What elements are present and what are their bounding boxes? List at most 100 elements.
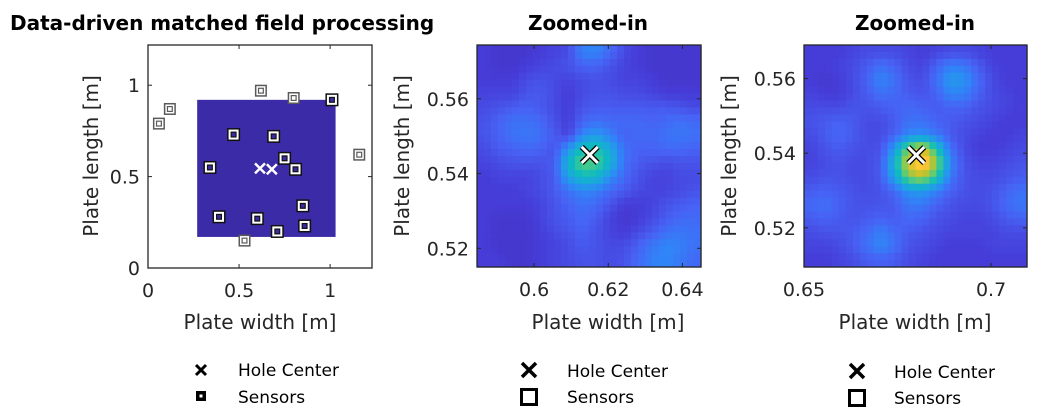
heatmap-cell xyxy=(908,142,917,150)
heatmap-cell xyxy=(894,114,903,122)
heatmap-cell xyxy=(824,93,833,102)
heatmap-cell xyxy=(568,183,576,192)
heatmap-cell xyxy=(666,128,674,136)
heatmap-cell xyxy=(908,260,917,268)
heatmap-cell xyxy=(985,246,993,254)
heatmap-cell xyxy=(547,45,555,53)
heatmap-cell xyxy=(985,190,993,199)
heatmap-cell xyxy=(880,169,889,178)
heatmap-cell xyxy=(680,86,688,95)
heatmap-cell xyxy=(894,253,903,261)
heatmap-cell xyxy=(1013,79,1021,88)
heatmap-cell xyxy=(631,218,639,226)
heatmap-cell xyxy=(817,211,826,220)
heatmap-cell xyxy=(680,190,688,199)
heatmap-cell xyxy=(964,156,972,164)
heatmap-cell xyxy=(943,190,951,199)
legend-label: Sensors xyxy=(894,389,961,409)
heatmap-cell xyxy=(838,162,847,171)
heatmap-cell xyxy=(880,100,889,109)
x-axis-label: Plate width [m] xyxy=(184,310,337,334)
heatmap-cell xyxy=(526,45,534,53)
heatmap-cell xyxy=(624,93,632,102)
heatmap-cell xyxy=(852,239,861,247)
heatmap-cell xyxy=(978,65,986,74)
heatmap-cell xyxy=(950,149,958,157)
heatmap-cell xyxy=(589,253,597,261)
heatmap-cell xyxy=(817,176,826,185)
heatmap-cell xyxy=(1006,107,1014,115)
heatmap-cell xyxy=(908,58,917,67)
heatmap-cell xyxy=(575,149,583,157)
heatmap-cell xyxy=(1020,183,1028,192)
heatmap-cell xyxy=(568,45,576,53)
heatmap-cell xyxy=(589,169,597,178)
x-tick-label: 0.7 xyxy=(976,279,1006,301)
heatmap-cell xyxy=(512,190,520,199)
heatmap-cell xyxy=(666,239,674,247)
heatmap-cell xyxy=(638,156,646,164)
heatmap-cell xyxy=(498,156,506,164)
heatmap-cell xyxy=(582,114,590,122)
heatmap-cell xyxy=(957,51,965,60)
heatmap-cell xyxy=(999,253,1007,261)
heatmap-cell xyxy=(519,183,527,192)
heatmap-cell xyxy=(505,204,513,213)
heatmap-cell xyxy=(810,246,819,254)
heatmap-cell xyxy=(617,162,625,171)
heatmap-cell xyxy=(680,100,688,109)
heatmap-cell xyxy=(1020,79,1028,88)
heatmap-cell xyxy=(859,65,868,74)
heatmap-cell xyxy=(617,51,625,60)
heatmap-cell xyxy=(589,51,597,60)
heatmap-cell xyxy=(498,149,506,157)
heatmap-cell xyxy=(804,86,812,95)
panel-overview: Data-driven matched field processing 0 0.… xyxy=(10,11,434,408)
heatmap-cell xyxy=(936,93,944,102)
heatmap-cell xyxy=(915,225,924,233)
heatmap-cell xyxy=(491,183,499,192)
heatmap-cell xyxy=(694,183,702,192)
heatmap-cell xyxy=(887,135,896,143)
heatmap-cell xyxy=(971,100,979,109)
heatmap-cell xyxy=(666,190,674,199)
heatmap-cell xyxy=(491,190,499,199)
heatmap-cell xyxy=(880,86,889,95)
heatmap-cell xyxy=(568,149,576,157)
heatmap-cell xyxy=(477,156,485,164)
heatmap-cell xyxy=(852,107,861,115)
heatmap-cell xyxy=(547,162,555,171)
heatmap-cell xyxy=(673,51,681,60)
heatmap-cell xyxy=(1006,58,1014,67)
heatmap-cell xyxy=(964,135,972,143)
heatmap-cell xyxy=(915,253,924,261)
heatmap-cell xyxy=(582,204,590,213)
heatmap-cell xyxy=(631,114,639,122)
heatmap-cell xyxy=(624,190,632,199)
heatmap-cell xyxy=(498,142,506,150)
heatmap-cell xyxy=(929,72,938,81)
heatmap-cell xyxy=(887,93,896,102)
heatmap-cell xyxy=(957,149,965,157)
heatmap-cell xyxy=(999,176,1007,185)
heatmap-cell xyxy=(978,197,986,206)
heatmap-cell xyxy=(561,149,569,157)
heatmap-cell xyxy=(694,79,702,88)
heatmap-cell xyxy=(596,211,604,220)
heatmap-cell xyxy=(659,211,667,220)
heatmap-cell xyxy=(992,51,1000,60)
heatmap-cell xyxy=(547,128,555,136)
heatmap-cell xyxy=(985,253,993,261)
heatmap-cell xyxy=(477,232,485,240)
heatmap-cell xyxy=(575,239,583,247)
heatmap-cell xyxy=(838,218,847,226)
heatmap-cell xyxy=(519,86,527,95)
heatmap-cell xyxy=(901,225,910,233)
heatmap-cell xyxy=(866,204,875,213)
heatmap-cell xyxy=(491,107,499,115)
hole-marker-group xyxy=(906,145,927,166)
heatmap-cell xyxy=(1020,260,1028,268)
heatmap-cell xyxy=(999,169,1007,178)
heatmap-cell xyxy=(915,162,924,171)
heatmap-cell xyxy=(680,128,688,136)
